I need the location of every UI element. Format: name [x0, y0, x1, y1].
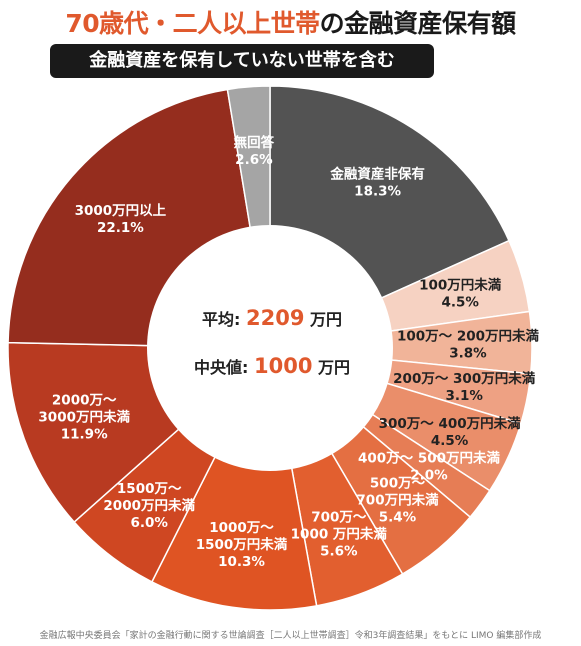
slice-percent: 6.0%	[130, 515, 168, 531]
median-value: 1000	[254, 354, 313, 378]
slice-percent: 22.1%	[97, 220, 144, 236]
slice-category: 700万円未満	[356, 492, 439, 509]
slice-category: 300万～ 400万円未満	[379, 415, 522, 432]
slice-category: 1500万円未満	[196, 536, 288, 553]
slice-percent: 10.3%	[218, 554, 265, 570]
slice-label-5: 400万～ 500万円未満 2.0%	[358, 450, 501, 484]
average-value: 2209	[246, 306, 305, 330]
median-separator: :	[242, 358, 249, 377]
slice-label-7: 700万～ 1000 万円未満 5.6%	[291, 510, 388, 560]
source-note: 金融広報中央委員会「家計の金融行動に関する世論調査［二人以上世帯調査］令和3年調…	[39, 631, 542, 641]
chart-title: 70歳代・二人以上世帯の金融資産保有額	[0, 4, 581, 40]
slice-category: 3000万円以上	[75, 203, 167, 219]
chart-title-rest: の金融資産保有額	[319, 9, 517, 38]
average-row: 平均: 2209 万円	[202, 306, 342, 330]
average-unit: 万円	[310, 310, 343, 329]
slice-percent: 5.4%	[379, 510, 417, 526]
chart-title-highlight: 70歳代・二人以上世帯	[65, 9, 320, 38]
slice-category: 100万～ 200万円未満	[397, 328, 540, 345]
median-label: 中央値	[194, 358, 243, 377]
median-row: 中央値: 1000 万円	[194, 354, 350, 378]
slice-percent: 2.0%	[410, 468, 448, 484]
slice-percent: 18.3%	[354, 183, 401, 199]
slice-category: 700万～	[311, 510, 367, 526]
slice-category: 1000万～	[209, 520, 274, 536]
slice-category: 3000万円未満	[38, 409, 130, 426]
slice-category: 500万～	[370, 476, 426, 492]
slice-label-6: 500万～ 700万円未満 5.4%	[356, 476, 439, 526]
slice-category: 無回答	[234, 134, 275, 151]
slice-label-4: 300万～ 400万円未満 4.5%	[379, 415, 522, 449]
median-unit: 万円	[318, 358, 351, 377]
slice-label-8: 1000万～ 1500万円未満 10.3%	[196, 520, 288, 570]
slice-label-12: 無回答 2.6%	[234, 134, 275, 168]
slice-category: 200万～ 300万円未満	[393, 370, 536, 387]
slice-category: 金融資産非保有	[329, 165, 425, 182]
slice-percent: 5.6%	[320, 544, 358, 560]
slice-label-11: 3000万円以上 22.1%	[75, 203, 167, 236]
slice-percent: 4.5%	[441, 295, 479, 311]
slice-labels: 金融資産非保有 18.3%100万円未満 4.5%100万～ 200万円未満 3.8%…	[38, 134, 539, 570]
slice-category: 100万円未満	[419, 277, 502, 294]
slice-category: 2000万～	[52, 393, 117, 409]
slice-label-1: 100万円未満 4.5%	[419, 277, 502, 311]
slice-percent: 3.8%	[449, 346, 487, 362]
slice-category: 1000 万円未満	[291, 526, 388, 543]
chart-subtitle: 金融資産を保有していない世帯を含む	[50, 44, 434, 78]
slice-label-3: 200万～ 300万円未満 3.1%	[393, 370, 536, 404]
average-separator: :	[234, 310, 241, 329]
slice-category: 2000万円未満	[103, 497, 195, 514]
slice-label-10: 2000万～ 3000万円未満 11.9%	[38, 393, 130, 443]
slice-label-9: 1500万～ 2000万円未満 6.0%	[103, 481, 195, 531]
slice-percent: 2.6%	[235, 152, 273, 168]
slice-percent: 4.5%	[431, 433, 469, 449]
slice-label-0: 金融資産非保有 18.3%	[329, 165, 425, 199]
average-label: 平均	[202, 310, 235, 329]
slice-label-2: 100万～ 200万円未満 3.8%	[397, 328, 540, 362]
donut-hole	[147, 225, 393, 471]
slice-category: 400万～ 500万円未満	[358, 450, 501, 467]
slice-percent: 11.9%	[61, 427, 108, 443]
slice-category: 1500万～	[117, 481, 182, 497]
slice-percent: 3.1%	[445, 388, 483, 404]
